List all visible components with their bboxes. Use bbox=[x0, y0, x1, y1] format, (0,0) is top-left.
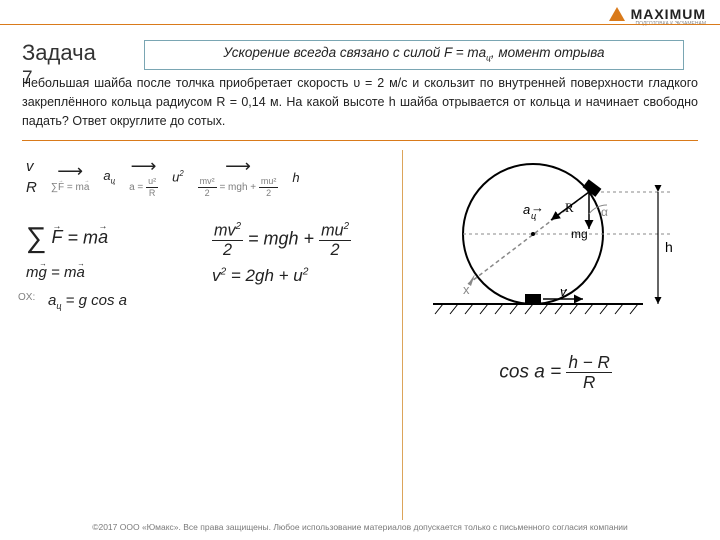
page-title: Задача bbox=[22, 40, 96, 66]
ac-sub: ц bbox=[531, 211, 536, 221]
column-divider bbox=[402, 150, 403, 520]
given-R: R bbox=[26, 179, 37, 196]
equation-energy: mv22 = mgh + mu22 bbox=[212, 222, 351, 258]
equation-mg: mg = ma bbox=[26, 264, 85, 281]
logo-text: MAXIMUM bbox=[631, 6, 706, 22]
top-divider bbox=[0, 24, 720, 25]
hint-box: Ускорение всегда связано с силой F = maц… bbox=[144, 40, 684, 70]
brand-logo: MAXIMUM ПОДГОТОВКА К ЭКЗАМЕНАМ bbox=[609, 6, 706, 22]
cos-equation: cos a = h − RR bbox=[413, 354, 698, 391]
h-label: h bbox=[665, 239, 673, 255]
x-label: x bbox=[463, 282, 470, 297]
section-divider bbox=[22, 140, 698, 141]
work-area: v R ⟶ ∑F = ma aц ⟶ a = u²R u2 ⟶ mv²2 = m… bbox=[22, 150, 698, 490]
hint-text: Ускорение всегда связано с силой F = maц… bbox=[223, 45, 604, 60]
alpha-label: α bbox=[601, 205, 608, 219]
equation-ac-cos: aц = g cos a bbox=[48, 292, 127, 311]
flow-h: h bbox=[292, 170, 299, 185]
flow-energy: mv²2 = mgh + mu²2 bbox=[198, 177, 279, 198]
given-values: v R bbox=[26, 158, 37, 196]
logo-triangle bbox=[609, 7, 625, 21]
arrow-2: ⟶ bbox=[131, 156, 157, 177]
problem-text: Небольшая шайба после толчка приобретает… bbox=[22, 74, 698, 130]
given-v: v bbox=[26, 158, 37, 175]
arrow-3: ⟶ bbox=[225, 156, 251, 177]
equation-newton: ∑ F = ma bbox=[26, 222, 108, 255]
flow-ac-def: a = u²R bbox=[129, 177, 158, 198]
R-label: R bbox=[565, 200, 574, 215]
equation-v2: v2 = 2gh + u2 bbox=[212, 266, 308, 286]
derivation-flow: v R ⟶ ∑F = ma aц ⟶ a = u²R u2 ⟶ mv²2 = m… bbox=[26, 156, 300, 198]
flow-u2: u2 bbox=[172, 169, 184, 184]
copyright-footer: ©2017 ООО «Юмакс». Все права защищены. Л… bbox=[0, 522, 720, 532]
flow-ac: aц bbox=[103, 168, 115, 186]
derivation-column: v R ⟶ ∑F = ma aц ⟶ a = u²R u2 ⟶ mv²2 = m… bbox=[22, 150, 392, 490]
axis-label: OX: bbox=[18, 292, 35, 303]
physics-diagram: R α mg a → ц h x v → bbox=[413, 144, 683, 344]
diagram-column: R α mg a → ц h x v → cos a = h − RR bbox=[413, 150, 698, 490]
mg-label: mg bbox=[571, 227, 588, 241]
ac-label: a bbox=[523, 202, 530, 217]
flow-sigma: ∑F = ma bbox=[51, 182, 90, 193]
v-arrow: → bbox=[559, 284, 569, 295]
